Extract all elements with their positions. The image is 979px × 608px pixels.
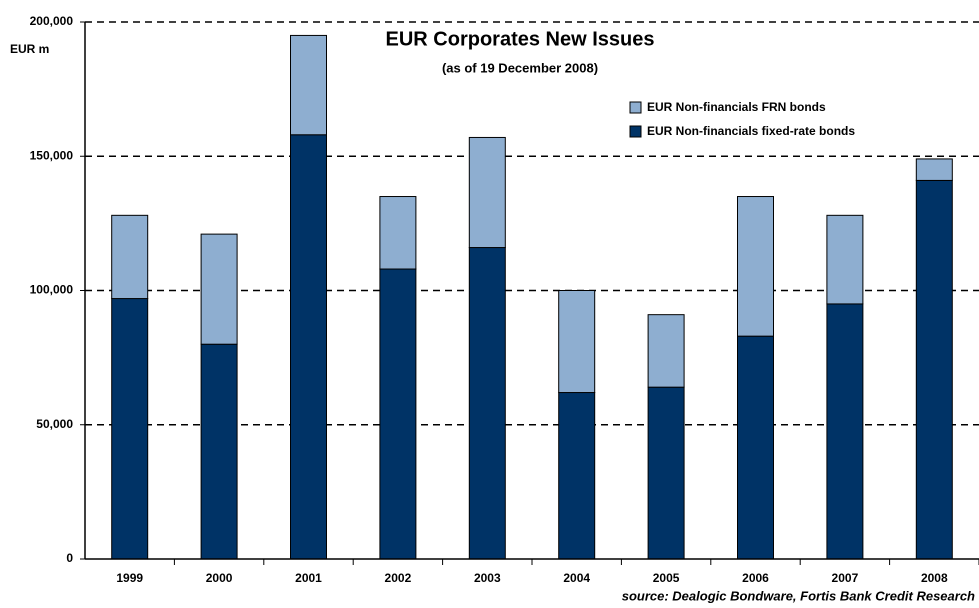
bar-segment (915, 179, 953, 560)
bar-segment (737, 196, 774, 337)
chart-title: EUR Corporates New Issues (386, 28, 655, 50)
bar-segment (200, 343, 238, 560)
y-tick-label: 50,000 (36, 417, 73, 431)
bar-segment (558, 392, 596, 560)
x-tick-label: 2003 (474, 571, 501, 585)
bar-segment (379, 196, 417, 270)
bar-segment (647, 386, 685, 560)
bar-segment (200, 233, 238, 345)
y-tick-label: 150,000 (30, 148, 74, 162)
legend-swatch (629, 125, 642, 138)
y-tick-label: 200,000 (30, 14, 74, 28)
x-tick-label: 1999 (116, 571, 143, 585)
legend-label: EUR Non-financials FRN bonds (647, 100, 826, 114)
x-tick-label: 2006 (742, 571, 769, 585)
y-axis-label: EUR m (10, 42, 49, 56)
legend-label: EUR Non-financials fixed-rate bonds (647, 124, 855, 138)
bar-segment (826, 303, 864, 560)
source-note: source: Dealogic Bondware, Fortis Bank C… (622, 588, 975, 603)
bar-segment (647, 314, 685, 388)
bar-segment (468, 247, 506, 560)
bar-segment (290, 134, 327, 560)
bar-segment (915, 158, 953, 181)
y-tick-label: 100,000 (30, 283, 74, 297)
x-tick-label: 2001 (295, 571, 322, 585)
x-tick-label: 2005 (653, 571, 680, 585)
bar-segment (111, 214, 149, 300)
chart-subtitle: (as of 19 December 2008) (442, 60, 598, 75)
x-tick-label: 2008 (921, 571, 948, 585)
x-tick-label: 2004 (563, 571, 590, 585)
x-tick-label: 2000 (206, 571, 233, 585)
bar-segment (111, 298, 149, 560)
bar-segment (558, 290, 596, 394)
legend-swatch (629, 101, 642, 114)
bar-segment (826, 214, 864, 305)
y-tick-label: 0 (66, 551, 73, 565)
bar-segment (379, 268, 417, 560)
bar-segment (737, 335, 774, 560)
bar-segment (290, 34, 327, 136)
x-tick-label: 2002 (385, 571, 412, 585)
bar-segment (468, 136, 506, 249)
x-tick-label: 2007 (832, 571, 859, 585)
